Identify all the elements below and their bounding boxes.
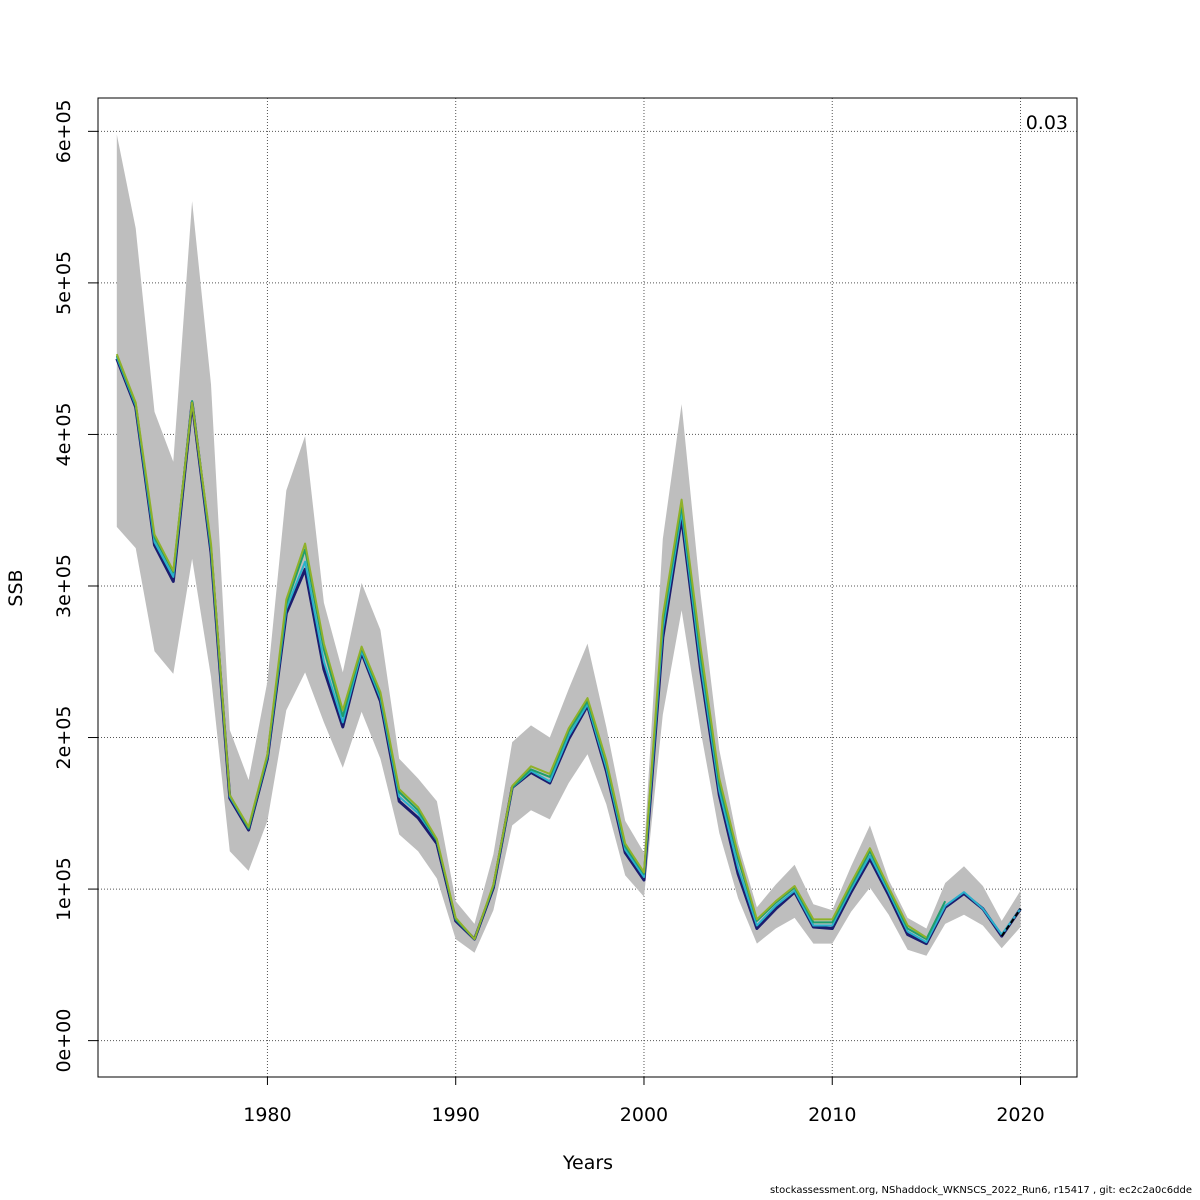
- projection-line: [1000, 908, 1022, 937]
- y-axis: 0e+00 1e+05 2e+05 3e+05 4e+05 5e+05 6e+05: [53, 99, 98, 1073]
- y-tick-label: 3e+05: [53, 554, 75, 618]
- y-tick-label: 4e+05: [53, 402, 75, 466]
- x-tick-label: 2010: [808, 1104, 856, 1126]
- x-axis-title: Years: [562, 1152, 613, 1174]
- series-line-4: [115, 353, 927, 941]
- x-tick-label: 2020: [996, 1104, 1044, 1126]
- confidence-band-area: [116, 134, 1021, 956]
- y-tick-label: 1e+05: [53, 857, 75, 921]
- x-tick-label: 2000: [620, 1104, 668, 1126]
- x-tick-label: 1990: [432, 1104, 480, 1126]
- plot-frame: [97, 97, 1078, 1078]
- y-tick-label: 5e+05: [53, 251, 75, 315]
- y-tick-label: 6e+05: [53, 99, 75, 163]
- series-lines: [115, 353, 1022, 946]
- y-axis-title: SSB: [5, 569, 27, 606]
- footer-credit: stockassessment.org, NShaddock_WKNSCS_20…: [769, 1185, 1192, 1196]
- y-tick-label: 2e+05: [53, 706, 75, 770]
- y-tick-label: 0e+00: [53, 1009, 75, 1073]
- corner-annotation: 0.03: [1026, 112, 1068, 134]
- confidence-band: [116, 134, 1021, 956]
- x-tick-label: 1980: [243, 1104, 291, 1126]
- x-axis: 1980 1990 2000 2010 2020: [243, 1077, 1045, 1126]
